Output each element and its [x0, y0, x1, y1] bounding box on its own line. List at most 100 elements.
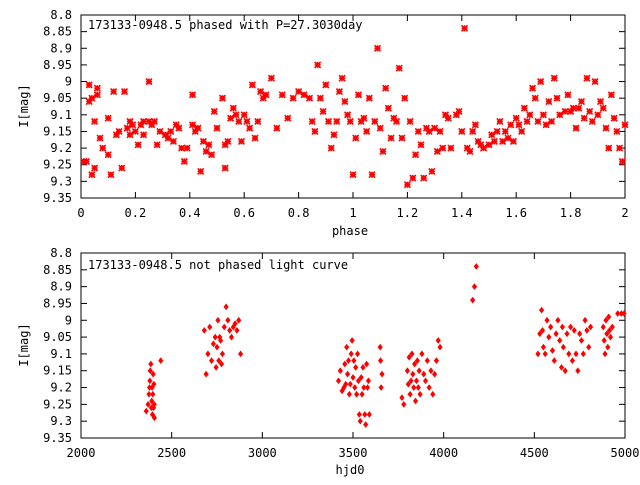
data-point: [218, 94, 227, 102]
data-point: [137, 121, 145, 129]
y-tick-label: 9.3: [50, 174, 72, 188]
data-point: [560, 343, 566, 351]
data-point: [352, 134, 360, 142]
data-point: [207, 151, 216, 159]
data-point: [569, 104, 577, 112]
data-point: [205, 350, 211, 358]
data-point: [575, 104, 583, 112]
y-tick-label: 8.85: [43, 263, 72, 277]
data-point: [591, 77, 599, 86]
data-point: [379, 370, 385, 378]
data-point: [379, 147, 387, 155]
data-point: [357, 417, 363, 425]
data-point: [223, 303, 229, 311]
data-point: [549, 347, 556, 354]
data-point: [580, 114, 588, 122]
data-point: [112, 131, 120, 139]
x-tick-label: 2000: [67, 446, 96, 460]
data-point: [151, 414, 158, 422]
x-ticks: 0 0.2 0.4 0.6 0.8 1 1.2 1.4 1.6 1.8 2: [77, 15, 629, 220]
y-tick-label: 9.35: [43, 431, 72, 445]
data-point: [219, 350, 226, 358]
data-point: [602, 350, 608, 358]
data-point: [319, 107, 327, 116]
data-point: [110, 87, 118, 96]
data-point: [335, 377, 342, 385]
data-point: [547, 117, 556, 126]
data-point: [371, 117, 379, 126]
data-point: [404, 367, 410, 375]
data-point: [300, 91, 308, 99]
data-point: [183, 144, 191, 152]
data-point: [350, 374, 356, 381]
data-point: [463, 144, 471, 152]
data-point: [539, 327, 546, 334]
data-point: [421, 370, 427, 378]
data-point: [433, 147, 441, 155]
data-point: [415, 384, 421, 391]
data-point: [566, 350, 572, 358]
data-point: [262, 91, 270, 99]
data-point: [236, 316, 242, 324]
data-point: [273, 124, 281, 132]
y-tick-label: 8.95: [43, 296, 72, 310]
data-point: [235, 117, 243, 126]
data-point: [548, 323, 554, 331]
data-point: [96, 134, 104, 142]
data-point: [213, 124, 221, 132]
data-point: [354, 390, 360, 398]
data-point: [120, 87, 129, 96]
data-point: [237, 350, 244, 358]
x-tick-label: 1.4: [451, 206, 473, 220]
data-point: [542, 350, 548, 358]
data-point: [596, 97, 605, 106]
data-point: [91, 117, 99, 126]
data-point: [401, 401, 407, 408]
data-point: [316, 94, 324, 102]
data-point: [197, 167, 205, 175]
data-point: [148, 360, 154, 368]
data-point: [411, 384, 417, 391]
y-tick-label: 8.85: [43, 25, 72, 39]
data-point: [311, 127, 319, 136]
data-point: [243, 117, 251, 126]
data-point: [474, 137, 482, 146]
data-point: [586, 107, 594, 116]
x-tick-label: 2: [621, 206, 628, 220]
data-point: [582, 316, 588, 324]
data-point: [218, 337, 224, 344]
data-point: [82, 157, 91, 165]
x-tick-label: 0.4: [179, 206, 201, 220]
data-point: [578, 337, 585, 344]
data-point: [356, 411, 362, 418]
data-point: [377, 343, 383, 351]
data-point: [364, 360, 370, 368]
data-point: [150, 117, 159, 126]
data-point: [413, 377, 420, 385]
data-point: [224, 137, 232, 146]
data-point: [364, 384, 371, 391]
data-point: [599, 104, 607, 112]
data-point: [580, 350, 586, 358]
data-point: [145, 77, 153, 86]
data-point: [188, 91, 197, 99]
data-point: [359, 390, 365, 398]
y-tick-label: 9.15: [43, 364, 72, 378]
data-point: [444, 114, 452, 122]
data-point: [188, 121, 197, 129]
data-point: [343, 111, 352, 119]
data-point: [93, 91, 101, 99]
data-point: [360, 364, 366, 371]
data-point: [358, 374, 364, 381]
data-point: [214, 343, 220, 351]
data-point: [432, 370, 438, 378]
data-point: [158, 357, 164, 364]
data-point: [567, 107, 575, 116]
data-point: [346, 390, 352, 398]
data-point: [354, 91, 363, 99]
data-point: [278, 91, 286, 99]
data-point: [148, 121, 156, 129]
data-point: [349, 171, 357, 179]
data-point: [123, 124, 131, 132]
data-point: [314, 61, 322, 69]
